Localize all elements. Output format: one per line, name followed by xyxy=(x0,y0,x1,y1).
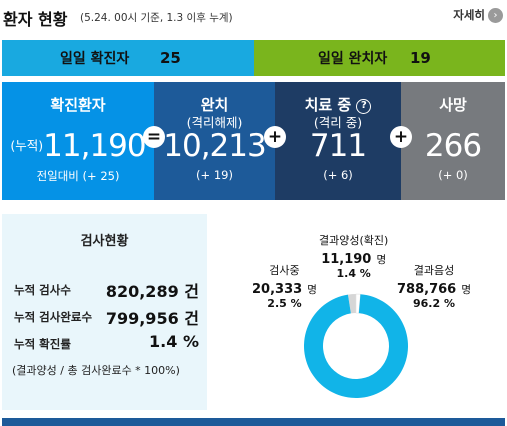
page-subtitle: (5.24. 00시 기준, 1.3 이후 누계) xyxy=(80,12,233,24)
daily-confirmed-label: 일일 확진자 xyxy=(60,51,130,67)
donut-slice-testing xyxy=(347,294,356,314)
chart-count: 11,190 xyxy=(321,252,372,267)
deceased-value: 266 xyxy=(424,128,482,164)
chart-label-negative: 결과음성 788,766 명 96.2 % xyxy=(397,262,471,310)
test-row-value: 820,289 건 xyxy=(105,282,199,301)
test-status-title: 검사현황 xyxy=(80,234,129,249)
test-row-label: 누적 검사완료수 xyxy=(14,310,93,324)
test-status-panel: 검사현황 누적 검사수 820,289 건 누적 검사완료수 799,956 건… xyxy=(2,214,207,410)
chart-unit: 명 xyxy=(376,254,387,266)
chart-percent: 96.2 % xyxy=(412,297,455,310)
released-change: (+ 19) xyxy=(196,168,233,182)
bottom-divider xyxy=(2,418,505,426)
confirmed-title: 확진환자 xyxy=(50,96,106,114)
page-title: 환자 현황 xyxy=(3,10,68,29)
confirmed-box: 확진환자 (누적)11,190 전일대비 (+ 25) xyxy=(2,82,154,200)
chart-label-testing: 검사중 20,333 명 2.5 % xyxy=(252,262,317,310)
chart-count: 788,766 xyxy=(397,282,457,297)
treating-title-row: 치료 중 ? xyxy=(275,94,401,115)
treating-value: 711 xyxy=(309,128,367,164)
deceased-title: 사망 xyxy=(439,96,467,114)
test-row-label: 누적 검사수 xyxy=(14,283,71,297)
chart-percent: 1.4 % xyxy=(336,267,371,280)
chart-percent: 2.5 % xyxy=(267,297,302,310)
chart-unit: 명 xyxy=(461,284,471,296)
treating-title: 치료 중 xyxy=(304,96,352,114)
confirmed-prefix: (누적) xyxy=(10,138,44,153)
chevron-right-circle-icon[interactable]: › xyxy=(488,7,503,23)
status-header: 환자 현황 (5.24. 00시 기준, 1.3 이후 누계) 자세히 › xyxy=(0,0,507,33)
chart-category: 결과음성 xyxy=(413,264,455,277)
daily-confirmed-value: 25 xyxy=(160,49,181,67)
chart-count: 20,333 xyxy=(252,282,303,297)
deceased-change: (+ 0) xyxy=(438,168,468,182)
test-row-rate: 누적 확진률 1.4 % xyxy=(14,332,199,352)
released-box: 완치 (격리해제) 10,213 (+ 19) xyxy=(154,82,275,200)
details-link-label[interactable]: 자세히 xyxy=(453,8,485,22)
chart-unit: 명 xyxy=(307,284,317,296)
confirmed-change: 전일대비 (+ 25) xyxy=(36,169,120,183)
released-title: 완치 xyxy=(200,96,229,114)
treating-box: 치료 중 ? (격리 중) 711 (+ 6) xyxy=(275,82,401,200)
test-row-value: 1.4 % xyxy=(149,332,199,351)
test-row-total: 누적 검사수 820,289 건 xyxy=(14,278,199,301)
plus-operator-1: + xyxy=(264,126,286,148)
donut-chart xyxy=(304,293,408,398)
daily-confirmed-bar: 일일 확진자 25 xyxy=(2,40,254,76)
treating-subtitle: (격리 중) xyxy=(313,115,363,130)
equals-operator: = xyxy=(143,126,165,148)
plus-operator-2: + xyxy=(390,126,412,148)
treating-change: (+ 6) xyxy=(323,168,353,182)
donut-slice-negative xyxy=(304,294,408,398)
test-status-section: 검사현황 누적 검사수 820,289 건 누적 검사완료수 799,956 건… xyxy=(2,214,505,412)
daily-released-bar: 일일 완치자 19 xyxy=(254,40,505,76)
confirmed-value: 11,190 xyxy=(43,128,146,164)
confirmed-total: (누적)11,190 xyxy=(2,128,154,164)
chart-label-positive: 결과양성(확진) 11,190 명 1.4 % xyxy=(319,232,388,280)
daily-released-value: 19 xyxy=(410,49,431,67)
test-rate-footnote: (결과양성 / 총 검사완료수 * 100%) xyxy=(12,364,180,377)
released-subtitle: (격리해제) xyxy=(186,115,243,130)
deceased-box: 사망 266 (+ 0) xyxy=(401,82,505,200)
question-circle-icon[interactable]: ? xyxy=(356,99,372,114)
donut-slice-positive xyxy=(355,293,361,314)
test-row-label: 누적 확진률 xyxy=(14,337,71,351)
test-results-chart: 검사중 20,333 명 2.5 % 결과양성(확진) 11,190 명 1.4… xyxy=(207,214,505,410)
test-row-completed: 누적 검사완료수 799,956 건 xyxy=(14,305,199,328)
released-value: 10,213 xyxy=(163,128,266,164)
daily-released-label: 일일 완치자 xyxy=(318,51,388,67)
test-row-value: 799,956 건 xyxy=(105,309,199,328)
chart-category: 결과양성(확진) xyxy=(319,234,389,247)
details-link[interactable]: 자세히 › xyxy=(453,7,503,23)
chart-category: 검사중 xyxy=(269,264,300,277)
